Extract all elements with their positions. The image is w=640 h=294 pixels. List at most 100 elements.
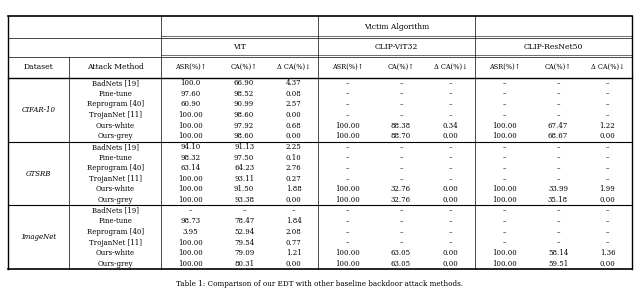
Text: 63.05: 63.05 xyxy=(391,249,411,257)
Text: –: – xyxy=(502,164,506,172)
Text: –: – xyxy=(605,164,609,172)
Text: 100.00: 100.00 xyxy=(178,239,203,247)
Text: 0.00: 0.00 xyxy=(443,249,458,257)
Text: TrojanNet [11]: TrojanNet [11] xyxy=(89,111,141,119)
Text: 79.54: 79.54 xyxy=(234,239,254,247)
Text: –: – xyxy=(556,111,560,119)
Text: GTSRB: GTSRB xyxy=(26,170,51,178)
Text: 0.27: 0.27 xyxy=(285,175,301,183)
Text: –: – xyxy=(502,153,506,161)
Text: 98.52: 98.52 xyxy=(234,90,254,98)
Text: –: – xyxy=(399,239,403,247)
Text: –: – xyxy=(346,239,349,247)
Text: CA(%)↑: CA(%)↑ xyxy=(388,63,415,71)
Text: –: – xyxy=(449,239,452,247)
Text: CIFAR-10: CIFAR-10 xyxy=(22,106,56,113)
Text: –: – xyxy=(399,207,403,215)
Text: –: – xyxy=(399,164,403,172)
Text: –: – xyxy=(399,153,403,161)
Text: –: – xyxy=(605,100,609,108)
Text: –: – xyxy=(346,153,349,161)
Text: –: – xyxy=(449,111,452,119)
Text: –: – xyxy=(605,217,609,225)
Text: –: – xyxy=(605,79,609,87)
Text: –: – xyxy=(449,228,452,236)
Text: 35.18: 35.18 xyxy=(548,196,568,204)
Text: –: – xyxy=(502,175,506,183)
Text: 0.00: 0.00 xyxy=(600,132,616,140)
Text: BadNets [19]: BadNets [19] xyxy=(92,207,139,215)
Text: Ours-grey: Ours-grey xyxy=(97,132,133,140)
Text: 0.00: 0.00 xyxy=(443,186,458,193)
Text: 59.51: 59.51 xyxy=(548,260,568,268)
Text: 4.37: 4.37 xyxy=(285,79,301,87)
Text: CA(%)↑: CA(%)↑ xyxy=(545,63,572,71)
Text: 100.00: 100.00 xyxy=(335,260,360,268)
Text: TrojanNet [11]: TrojanNet [11] xyxy=(89,175,141,183)
Text: –: – xyxy=(556,228,560,236)
Text: 0.10: 0.10 xyxy=(285,153,301,161)
Text: –: – xyxy=(449,143,452,151)
Text: 0.00: 0.00 xyxy=(443,132,458,140)
Text: 78.47: 78.47 xyxy=(234,217,254,225)
Text: 100.00: 100.00 xyxy=(335,132,360,140)
Text: 58.14: 58.14 xyxy=(548,249,568,257)
Text: 91.50: 91.50 xyxy=(234,186,254,193)
Text: –: – xyxy=(449,164,452,172)
Text: 33.99: 33.99 xyxy=(548,186,568,193)
Text: –: – xyxy=(346,217,349,225)
Text: 3.95: 3.95 xyxy=(182,228,198,236)
Text: CLIP-ResNet50: CLIP-ResNet50 xyxy=(524,43,584,51)
Text: 88.70: 88.70 xyxy=(391,132,411,140)
Text: Ours-grey: Ours-grey xyxy=(97,196,133,204)
Text: –: – xyxy=(399,217,403,225)
Text: 100.00: 100.00 xyxy=(492,260,516,268)
Text: –: – xyxy=(556,175,560,183)
Text: –: – xyxy=(605,175,609,183)
Text: –: – xyxy=(502,143,506,151)
Text: 100.00: 100.00 xyxy=(335,122,360,130)
Text: –: – xyxy=(292,207,295,215)
Text: 94.10: 94.10 xyxy=(180,143,200,151)
Text: Ours-white: Ours-white xyxy=(96,186,135,193)
Text: 2.57: 2.57 xyxy=(285,100,301,108)
Text: Attack Method: Attack Method xyxy=(87,63,144,71)
Text: 91.13: 91.13 xyxy=(234,143,254,151)
Text: 63.05: 63.05 xyxy=(391,260,411,268)
Text: 32.76: 32.76 xyxy=(391,196,411,204)
Text: 79.09: 79.09 xyxy=(234,249,254,257)
Text: 0.34: 0.34 xyxy=(443,122,458,130)
Text: –: – xyxy=(449,207,452,215)
Text: –: – xyxy=(346,90,349,98)
Text: 100.00: 100.00 xyxy=(178,175,203,183)
Text: Fine-tune: Fine-tune xyxy=(99,90,132,98)
Text: 100.00: 100.00 xyxy=(178,249,203,257)
Text: 0.00: 0.00 xyxy=(600,196,616,204)
Text: Fine-tune: Fine-tune xyxy=(99,217,132,225)
Text: Fine-tune: Fine-tune xyxy=(99,153,132,161)
Text: 98.60: 98.60 xyxy=(234,132,254,140)
Text: –: – xyxy=(449,90,452,98)
Text: –: – xyxy=(605,228,609,236)
Text: –: – xyxy=(449,175,452,183)
Text: 0.68: 0.68 xyxy=(285,122,301,130)
Text: 100.00: 100.00 xyxy=(178,132,203,140)
Text: –: – xyxy=(189,207,192,215)
Text: –: – xyxy=(346,175,349,183)
Text: Reprogram [40]: Reprogram [40] xyxy=(86,100,144,108)
Text: Ours-grey: Ours-grey xyxy=(97,260,133,268)
Text: 67.47: 67.47 xyxy=(548,122,568,130)
Text: –: – xyxy=(399,90,403,98)
Text: –: – xyxy=(556,153,560,161)
Text: 100.00: 100.00 xyxy=(492,249,516,257)
Text: ImageNet: ImageNet xyxy=(21,233,56,241)
Text: 0.00: 0.00 xyxy=(285,196,301,204)
Text: 93.11: 93.11 xyxy=(234,175,254,183)
Text: 1.22: 1.22 xyxy=(600,122,616,130)
Text: Dataset: Dataset xyxy=(24,63,53,71)
Text: 100.00: 100.00 xyxy=(492,122,516,130)
Text: –: – xyxy=(556,217,560,225)
Text: –: – xyxy=(605,143,609,151)
Text: 1.88: 1.88 xyxy=(285,186,301,193)
Text: 100.00: 100.00 xyxy=(178,260,203,268)
